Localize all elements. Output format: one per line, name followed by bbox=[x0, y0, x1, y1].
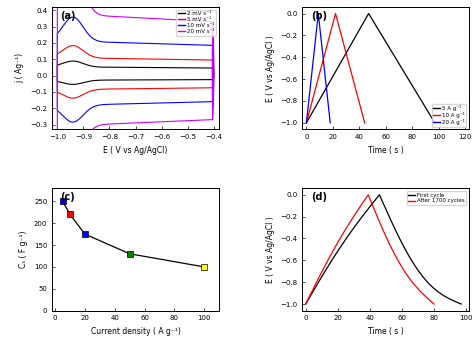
5 mV s⁻¹ bbox=[210, 58, 215, 62]
20 mV s⁻¹ bbox=[210, 118, 215, 122]
Point bbox=[59, 199, 66, 204]
2 mV s⁻¹ bbox=[89, 64, 94, 68]
20 mV s⁻¹ bbox=[210, 20, 215, 24]
Line: 10 A g⁻¹: 10 A g⁻¹ bbox=[306, 14, 365, 123]
2 mV s⁻¹ bbox=[210, 66, 215, 70]
After 1700 cycles bbox=[398, 262, 403, 267]
Text: (a): (a) bbox=[61, 11, 76, 21]
5 mV s⁻¹ bbox=[210, 62, 216, 67]
10 mV s⁻¹ bbox=[70, 120, 76, 124]
5 mV s⁻¹ bbox=[201, 86, 206, 90]
Point bbox=[66, 211, 74, 217]
20 A g⁻¹ bbox=[328, 121, 333, 125]
Text: (d): (d) bbox=[311, 192, 327, 202]
10 A g⁻¹ bbox=[362, 121, 367, 125]
20 mV s⁻¹ bbox=[201, 118, 206, 122]
Y-axis label: j ( Ag⁻¹): j ( Ag⁻¹) bbox=[16, 53, 25, 83]
After 1700 cycles bbox=[303, 302, 309, 306]
X-axis label: Time ( s ): Time ( s ) bbox=[368, 146, 404, 155]
X-axis label: Time ( s ): Time ( s ) bbox=[368, 327, 404, 336]
After 1700 cycles bbox=[329, 250, 335, 254]
2 mV s⁻¹ bbox=[91, 64, 97, 68]
2 mV s⁻¹ bbox=[160, 66, 165, 70]
20 mV s⁻¹ bbox=[89, 6, 94, 10]
2 mV s⁻¹ bbox=[210, 68, 216, 72]
Line: 20 A g⁻¹: 20 A g⁻¹ bbox=[306, 14, 330, 123]
2 mV s⁻¹ bbox=[210, 77, 215, 82]
After 1700 cycles bbox=[431, 302, 437, 306]
First cycle bbox=[376, 193, 382, 197]
10 A g⁻¹ bbox=[303, 121, 309, 125]
First cycle bbox=[311, 287, 317, 291]
Y-axis label: E ( V vs Ag/AgCl ): E ( V vs Ag/AgCl ) bbox=[266, 35, 275, 102]
10 mV s⁻¹ bbox=[70, 15, 76, 19]
2 mV s⁻¹ bbox=[176, 66, 182, 70]
X-axis label: E ( V vs Ag/AgCl): E ( V vs Ag/AgCl) bbox=[103, 146, 168, 155]
10 mV s⁻¹ bbox=[160, 42, 165, 46]
Legend: 2 mV s⁻¹, 5 mV s⁻¹, 10 mV s⁻¹, 20 mV s⁻¹: 2 mV s⁻¹, 5 mV s⁻¹, 10 mV s⁻¹, 20 mV s⁻¹ bbox=[176, 10, 216, 36]
5 mV s⁻¹ bbox=[89, 54, 94, 58]
First cycle bbox=[334, 250, 340, 254]
Line: 5 mV s⁻¹: 5 mV s⁻¹ bbox=[57, 45, 214, 98]
After 1700 cycles bbox=[431, 302, 437, 306]
10 mV s⁻¹ bbox=[89, 35, 94, 39]
Line: First cycle: First cycle bbox=[306, 195, 461, 304]
20 mV s⁻¹ bbox=[160, 17, 165, 21]
5 mV s⁻¹ bbox=[160, 57, 165, 61]
5 A g⁻¹ bbox=[432, 121, 438, 125]
Text: (c): (c) bbox=[61, 192, 75, 202]
20 A g⁻¹ bbox=[303, 121, 309, 125]
After 1700 cycles bbox=[310, 287, 316, 291]
10 mV s⁻¹ bbox=[201, 100, 206, 104]
Line: 2 mV s⁻¹: 2 mV s⁻¹ bbox=[57, 61, 214, 84]
10 mV s⁻¹ bbox=[210, 52, 216, 57]
10 mV s⁻¹ bbox=[210, 99, 215, 104]
2 mV s⁻¹ bbox=[70, 59, 76, 63]
X-axis label: Current density ( A g⁻¹): Current density ( A g⁻¹) bbox=[91, 327, 181, 336]
5 mV s⁻¹ bbox=[91, 55, 97, 59]
20 mV s⁻¹ bbox=[210, 36, 216, 40]
20 A g⁻¹ bbox=[316, 12, 321, 16]
5 mV s⁻¹ bbox=[70, 43, 76, 47]
10 mV s⁻¹ bbox=[91, 37, 97, 41]
First cycle bbox=[458, 302, 464, 306]
5 mV s⁻¹ bbox=[210, 86, 215, 90]
Point bbox=[126, 251, 133, 257]
After 1700 cycles bbox=[365, 193, 371, 197]
20 mV s⁻¹ bbox=[70, 154, 76, 158]
5 A g⁻¹ bbox=[366, 12, 372, 16]
10 mV s⁻¹ bbox=[210, 43, 215, 47]
Line: 5 A g⁻¹: 5 A g⁻¹ bbox=[306, 14, 435, 123]
Text: (b): (b) bbox=[311, 11, 327, 21]
5 A g⁻¹ bbox=[303, 121, 309, 125]
5 mV s⁻¹ bbox=[176, 58, 182, 62]
After 1700 cycles bbox=[377, 221, 383, 225]
Y-axis label: Cₛ ( F g⁻¹): Cₛ ( F g⁻¹) bbox=[19, 231, 28, 268]
10 A g⁻¹ bbox=[333, 12, 338, 16]
Line: 20 mV s⁻¹: 20 mV s⁻¹ bbox=[57, 0, 214, 156]
2 mV s⁻¹ bbox=[201, 77, 206, 82]
20 mV s⁻¹ bbox=[176, 18, 182, 22]
First cycle bbox=[391, 225, 397, 229]
Line: 10 mV s⁻¹: 10 mV s⁻¹ bbox=[57, 17, 214, 122]
5 mV s⁻¹ bbox=[70, 96, 76, 100]
Point bbox=[81, 231, 89, 237]
First cycle bbox=[318, 276, 324, 281]
First cycle bbox=[303, 302, 309, 306]
Point bbox=[201, 264, 208, 270]
20 mV s⁻¹ bbox=[91, 8, 97, 13]
2 mV s⁻¹ bbox=[70, 82, 76, 87]
Legend: First cycle, After 1700 cycles: First cycle, After 1700 cycles bbox=[407, 191, 466, 205]
10 mV s⁻¹ bbox=[176, 42, 182, 46]
Line: After 1700 cycles: After 1700 cycles bbox=[306, 195, 434, 304]
First cycle bbox=[458, 302, 464, 306]
First cycle bbox=[417, 270, 422, 274]
Y-axis label: E ( V vs Ag/AgCl ): E ( V vs Ag/AgCl ) bbox=[266, 216, 275, 283]
After 1700 cycles bbox=[316, 276, 321, 281]
Legend: 5 A g⁻¹, 10 A g⁻¹, 20 A g⁻¹: 5 A g⁻¹, 10 A g⁻¹, 20 A g⁻¹ bbox=[431, 104, 466, 127]
